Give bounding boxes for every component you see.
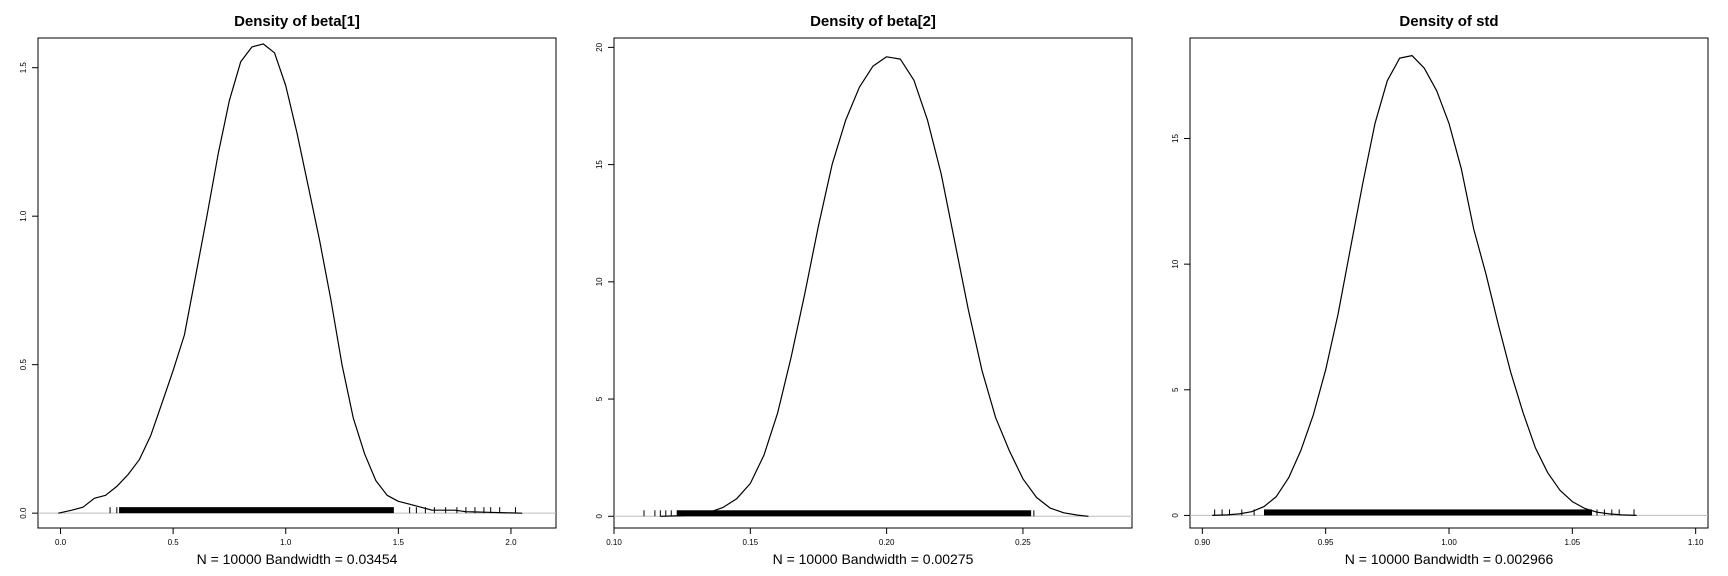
- x-tick-label: 1.10: [1688, 538, 1704, 547]
- y-tick-label: 1.0: [19, 210, 28, 222]
- y-tick-label: 10: [1171, 259, 1180, 268]
- x-axis-label: N = 10000 Bandwidth = 0.002966: [1345, 551, 1554, 567]
- x-tick-label: 1.0: [280, 538, 292, 547]
- y-tick-label: 0.0: [19, 507, 28, 519]
- x-tick-label: 0.10: [606, 538, 622, 547]
- rug-band: [1264, 509, 1593, 516]
- density-curve: [58, 43, 523, 514]
- y-tick-label: 5: [1171, 387, 1180, 392]
- rug-band: [676, 510, 1032, 517]
- x-tick-label: 0.25: [1015, 538, 1031, 547]
- plot-frame: [613, 37, 1133, 529]
- y-tick-label: 0: [595, 514, 604, 519]
- panel-title: Density of std: [1399, 13, 1498, 30]
- rug-band: [119, 507, 394, 514]
- density-panel-2: Density of beta[2] 0.10 0.15 0.20 0.25 0 5 10 15…: [595, 13, 1133, 567]
- y-tick-label: 5: [595, 396, 604, 401]
- panel-title: Density of beta[2]: [810, 13, 936, 30]
- x-tick-label: 0.15: [743, 538, 759, 547]
- x-tick-label: 0.90: [1195, 538, 1211, 547]
- x-tick-label: 0.0: [55, 538, 67, 547]
- y-tick-label: 10: [595, 277, 604, 286]
- y-tick-label: 1.5: [19, 62, 28, 74]
- y-tick-label: 20: [595, 42, 604, 51]
- y-tick-label: 0: [1171, 513, 1180, 518]
- plot-frame: [37, 37, 557, 529]
- panel-title: Density of beta[1]: [234, 13, 360, 30]
- y-tick-label: 15: [1171, 134, 1180, 143]
- x-tick-label: 0.20: [879, 538, 895, 547]
- y-tick-label: 0.5: [19, 359, 28, 371]
- x-tick-label: 2.0: [505, 538, 517, 547]
- density-curve: [1212, 55, 1637, 516]
- density-curve: [660, 56, 1089, 517]
- plot-frame: [1189, 37, 1709, 529]
- density-panel-1: Density of beta[1] 0.0 0.5 1.0 1.5 2.0 0.0 0.5 1…: [19, 13, 557, 567]
- x-tick-label: 0.95: [1318, 538, 1334, 547]
- y-tick-label: 15: [595, 160, 604, 169]
- x-axis-label: N = 10000 Bandwidth = 0.03454: [197, 551, 398, 567]
- x-tick-label: 0.5: [168, 538, 180, 547]
- density-panel-3: Density of std 0.90 0.95 1.00 1.05 1.10 0 5 10 15…: [1171, 13, 1709, 567]
- x-axis-label: N = 10000 Bandwidth = 0.00275: [773, 551, 974, 567]
- x-tick-label: 1.5: [393, 538, 405, 547]
- x-tick-label: 1.00: [1441, 538, 1457, 547]
- x-tick-label: 1.05: [1565, 538, 1581, 547]
